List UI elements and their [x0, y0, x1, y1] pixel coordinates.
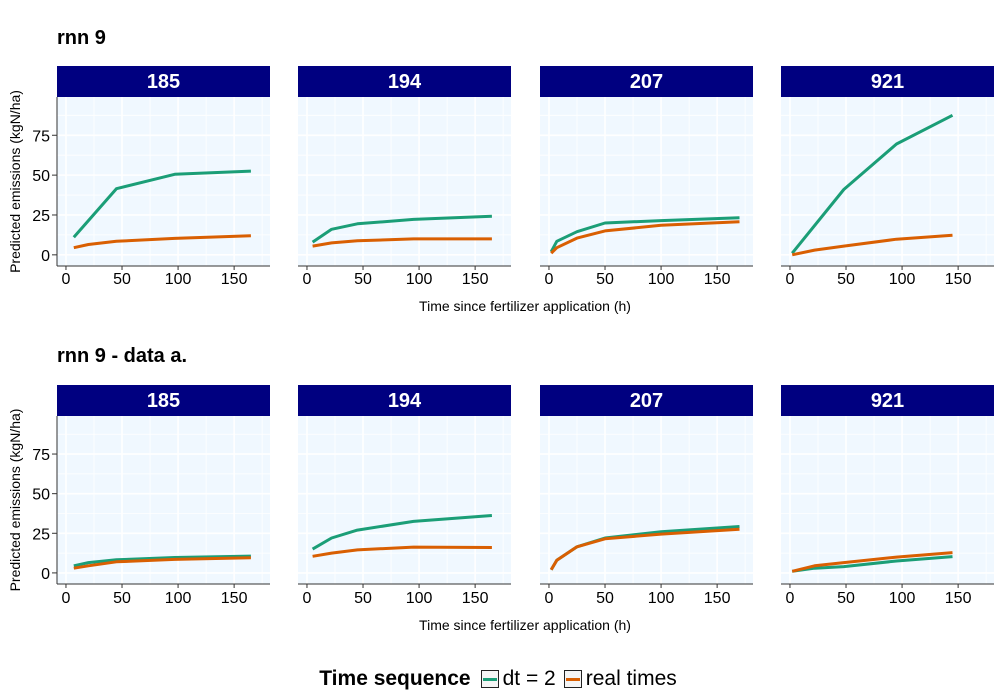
series-line-real-times: [791, 233, 953, 257]
x-tick-label: 50: [837, 271, 855, 288]
y-tick-label: 50: [32, 487, 50, 504]
x-tick-label: 100: [648, 590, 675, 607]
y-axis-label: Predicted emissions (kgN/ha): [7, 409, 23, 592]
panel-194: 194 0 50 100 150: [298, 66, 511, 288]
x-tick-label: 0: [786, 271, 795, 288]
series-line-real-times: [312, 545, 492, 558]
strip-background: [57, 66, 270, 97]
series-line-real-times: [73, 234, 251, 250]
x-tick-label: 50: [596, 271, 614, 288]
x-tick-label: 50: [837, 590, 855, 607]
strip-background: [781, 66, 994, 97]
legend-key-real-times: [563, 670, 582, 688]
panel-921: 921 0 50 100 150: [781, 66, 994, 288]
x-tick-label: 150: [221, 590, 248, 607]
x-tick-label: 100: [889, 271, 916, 288]
strip-background: [540, 385, 753, 416]
x-tick-label: 100: [165, 271, 192, 288]
facet-row-2: rnn 9 - data a. Predicted emissions (kgN/…: [7, 345, 994, 633]
panel-194: 194 0 50 100 150: [298, 385, 511, 607]
panel-207: 207 0 50 100 150: [540, 385, 753, 607]
series-line-real-times: [549, 527, 740, 571]
x-tick-label: 150: [462, 590, 489, 607]
legend-key-dt2: [480, 670, 499, 688]
x-tick-label: 100: [406, 271, 433, 288]
legend: Time sequence dt = 2 real times: [0, 664, 1000, 694]
y-tick-label: 50: [32, 168, 50, 185]
series-line-real-times: [550, 220, 740, 255]
strip-background: [57, 385, 270, 416]
y-tick-label: 0: [41, 566, 50, 583]
x-tick-label: 100: [406, 590, 433, 607]
x-tick-label: 0: [62, 271, 71, 288]
x-tick-label: 0: [545, 271, 554, 288]
strip-label: 194: [388, 390, 422, 412]
x-tick-label: 50: [113, 271, 131, 288]
panel-185: 185 0 50 100 150: [56, 66, 270, 288]
panel-background: [298, 416, 511, 584]
x-tick-label: 100: [648, 271, 675, 288]
x-tick-label: 0: [62, 590, 71, 607]
strip-label: 921: [871, 390, 904, 412]
x-tick-label: 0: [303, 590, 312, 607]
x-tick-label: 100: [165, 590, 192, 607]
series-line-dt2: [791, 555, 953, 573]
strip-label: 185: [147, 71, 180, 93]
legend-label-real-times: real times: [585, 667, 677, 690]
x-tick-label: 150: [704, 271, 731, 288]
x-axis-label: Time since fertilizer application (h): [419, 617, 631, 633]
strip-label: 207: [630, 71, 663, 93]
strip-background: [298, 66, 511, 97]
x-tick-label: 0: [545, 590, 554, 607]
strip-label: 207: [630, 390, 663, 412]
y-tick-label: 75: [32, 447, 50, 464]
strip-label: 921: [871, 71, 904, 93]
x-tick-label: 150: [221, 271, 248, 288]
x-axis-label: Time since fertilizer application (h): [419, 298, 631, 314]
x-tick-label: 50: [354, 271, 372, 288]
series-line-dt2: [311, 214, 492, 244]
series-line-dt2: [73, 554, 251, 568]
y-axis-label: Predicted emissions (kgN/ha): [7, 90, 23, 273]
x-tick-label: 0: [303, 271, 312, 288]
x-tick-label: 0: [786, 590, 795, 607]
x-tick-label: 150: [462, 271, 489, 288]
series-line-real-times: [791, 551, 953, 573]
strip-label: 185: [147, 390, 180, 412]
x-tick-label: 50: [596, 590, 614, 607]
series-line-dt2: [791, 113, 954, 255]
panel-background: [540, 416, 753, 584]
panel-background: [57, 97, 270, 266]
strip-background: [781, 385, 994, 416]
row-title: rnn 9: [57, 27, 106, 49]
strip-background: [540, 66, 753, 97]
strip-label: 194: [388, 71, 422, 93]
x-tick-label: 150: [704, 590, 731, 607]
x-tick-label: 150: [945, 590, 972, 607]
y-tick-label: 25: [32, 208, 50, 225]
series-line-dt2: [72, 169, 251, 239]
y-tick-label: 0: [41, 248, 50, 265]
x-tick-label: 50: [354, 590, 372, 607]
x-tick-label: 150: [945, 271, 972, 288]
series-line-real-times: [312, 237, 492, 248]
facet-row-1: rnn 9 Predicted emissions (kgN/ha) 0 25 50 75…: [7, 27, 994, 314]
panel-207: 207 0 50 100 150: [540, 66, 753, 288]
legend-label-dt2: dt = 2: [502, 667, 556, 690]
x-tick-label: 100: [889, 590, 916, 607]
series-line-dt2: [549, 216, 740, 253]
y-tick-label: 25: [32, 526, 50, 543]
series-line-dt2: [311, 514, 493, 551]
y-tick-label: 75: [32, 128, 50, 145]
strip-background: [298, 385, 511, 416]
x-tick-label: 50: [113, 590, 131, 607]
row-title: rnn 9 - data a.: [57, 345, 187, 367]
panel-185: 185 0 50 100 150: [56, 385, 270, 607]
legend-title: Time sequence: [319, 667, 471, 690]
series-line-real-times: [73, 556, 251, 570]
panel-921: 921 0 50 100 150: [781, 385, 994, 607]
